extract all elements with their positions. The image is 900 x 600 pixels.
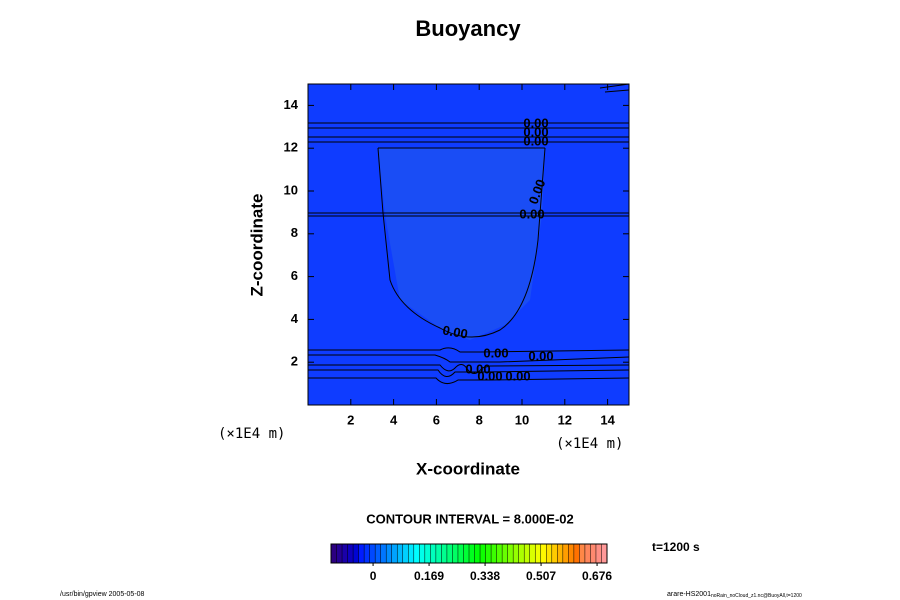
colorbar-segment [375,544,382,563]
colorbar-segment [535,544,542,563]
contour-fill [378,148,545,340]
footer-right: arare-HS2001noRain_noCloud_z1.nc@BuoyAll… [667,591,802,599]
contour-label: 0.00 [528,348,553,363]
colorbar-frame [330,543,608,564]
contour-label: 0.00 [523,115,548,130]
colorbar-segment [386,544,393,563]
colorbar-segment [424,544,431,563]
colorbar-segment [331,544,338,563]
colorbar-segment [342,544,349,563]
colorbar-tick-label: 0.676 [582,569,612,583]
colorbar-segment [502,544,509,563]
contour-label: 0.00 [523,133,548,148]
colorbar-tick-label: 0.169 [414,569,444,583]
y-tick-label: 12 [284,140,298,155]
footer-right-sub: noRain_noCloud_z1.nc@BuoyAll,t=1200 [711,593,802,599]
x-tick-label: 4 [390,412,398,427]
colorbar-segment [601,544,608,563]
colorbar-segment [496,544,503,563]
contour-interval: CONTOUR INTERVAL = 8.000E-02 [366,511,573,526]
colorbar-segment [364,544,371,563]
colorbar-segment [369,544,376,563]
colorbar-segment [540,544,547,563]
colorbar-segment [413,544,420,563]
x-axis-label: X-coordinate [416,459,520,478]
colorbar-segment [546,544,553,563]
y-unit: (×1E4 m) [218,426,285,442]
colorbar-segment [524,544,531,563]
x-tick-label: 14 [600,412,615,427]
colorbar-segment [358,544,365,563]
colorbar-segment [446,544,453,563]
colorbar-segment [584,544,591,563]
colorbar-segment [573,544,580,563]
contour-label: 0.00 [523,124,548,139]
x-tick-label: 12 [558,412,572,427]
colorbar-tick-label: 0 [370,569,377,583]
y-tick-label: 4 [291,311,299,326]
colorbar-segment [568,544,575,563]
colorbar-segment [551,544,558,563]
y-tick-label: 8 [291,225,298,240]
x-tick-label: 8 [476,412,483,427]
colorbar-segment [590,544,597,563]
y-tick-label: 14 [284,97,299,112]
contour-label: 0.00 [483,345,508,360]
colorbar-tick-label: 0.507 [526,569,556,583]
colorbar-segment [562,544,569,563]
colorbar-segment [336,544,343,563]
contour-label: 0.00 [477,368,502,383]
contour-lines [308,83,630,384]
y-axis-label: Z-coordinate [247,194,266,297]
colorbar-segment [579,544,586,563]
contour-label: 0.00 [519,206,544,221]
colorbar-segment [491,544,498,563]
colorbar-segment [513,544,520,563]
colorbar-segment [391,544,398,563]
x-tick-label: 2 [347,412,354,427]
colorbar-segment [430,544,437,563]
colorbar-segment [529,544,536,563]
colorbar-segment [452,544,459,563]
colorbar-segment [402,544,409,563]
footer-left: /usr/bin/gpview 2005-05-08 [60,591,145,598]
y-tick-label: 10 [284,182,298,197]
colorbar-segment [408,544,415,563]
colorbar-tick-label: 0.338 [470,569,500,583]
colorbar-segment [480,544,487,563]
colorbar-segment [347,544,354,563]
x-tick-label: 10 [515,412,529,427]
contour-label: 0.00 [441,322,469,341]
colorbar-segment [474,544,481,563]
colorbar-segment [595,544,602,563]
contour-label: 0.00 [505,368,530,383]
footer-right-main: arare-HS2001 [667,591,711,598]
time-label: t=1200 s [652,540,700,554]
colorbar-segment [353,544,360,563]
colorbar-segment [518,544,525,563]
colorbar-segment [457,544,464,563]
colorbar-segment [397,544,404,563]
colorbar-segment [435,544,442,563]
colorbar-segment [507,544,514,563]
colorbar-segment [463,544,470,563]
chart-title: Buoyancy [415,16,521,41]
y-tick-label: 6 [291,268,298,283]
colorbar-segment [441,544,448,563]
colorbar-segment [469,544,476,563]
x-unit: (×1E4 m) [556,436,623,452]
x-tick-label: 6 [433,412,440,427]
colorbar-segment [380,544,387,563]
y-tick-label: 2 [291,354,298,369]
colorbar-segment [485,544,492,563]
colorbar-segment [557,544,564,563]
colorbar-segment [419,544,426,563]
contour-label: 0.00 [465,361,490,376]
